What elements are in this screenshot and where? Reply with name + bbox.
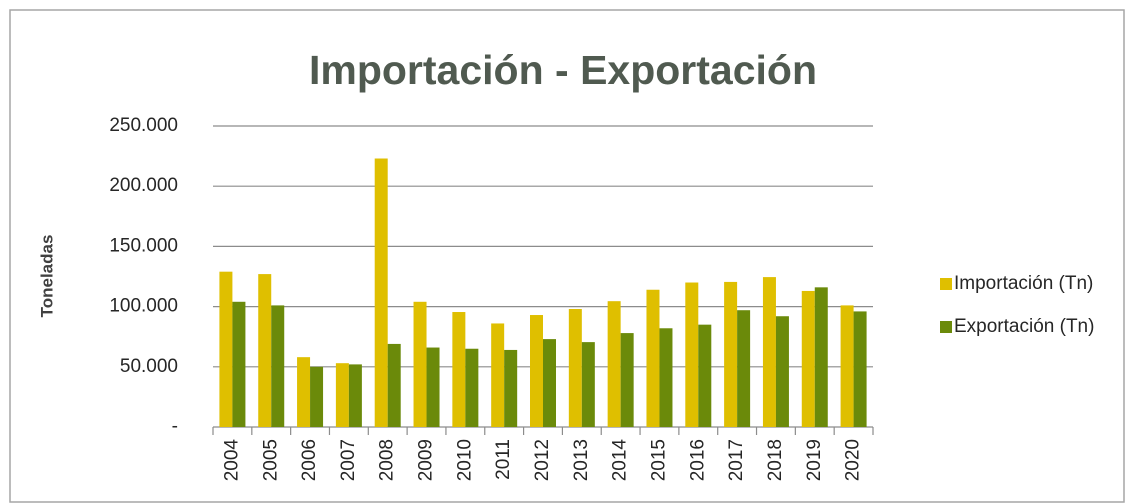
x-tick-label: 2008: [377, 439, 398, 481]
bar: [374, 158, 388, 427]
bar: [387, 343, 401, 427]
x-tick-label: 2019: [804, 439, 825, 481]
bar: [737, 310, 751, 427]
x-tick-label: 2010: [454, 439, 475, 481]
bar: [310, 366, 324, 427]
chart-border: [9, 9, 1125, 503]
y-axis-title: Toneladas: [37, 235, 56, 318]
bar: [258, 274, 272, 427]
x-tick-label: 2011: [493, 439, 514, 480]
bar: [452, 312, 466, 427]
x-tick-label: 2012: [532, 439, 553, 481]
x-tick-label: 2006: [299, 439, 320, 481]
chart-title: Importación - Exportación: [309, 47, 817, 93]
bar: [348, 364, 362, 427]
x-tick-label: 2009: [416, 439, 437, 481]
legend-swatch: [940, 321, 952, 333]
x-tick-label: 2018: [765, 439, 786, 481]
y-tick-label: 200.000: [109, 175, 178, 196]
bar: [232, 301, 246, 427]
y-tick-label: -: [172, 416, 178, 437]
bar: [814, 287, 828, 427]
legend-label: Exportación (Tn): [954, 316, 1094, 337]
x-tick-label: 2020: [843, 439, 864, 481]
x-tick-label: 2016: [687, 439, 708, 481]
legend-swatch: [940, 278, 952, 290]
bar: [543, 339, 556, 427]
bar: [568, 309, 582, 427]
bar: [491, 323, 505, 427]
y-tick-label: 100.000: [109, 296, 178, 317]
bar: [620, 333, 634, 427]
y-tick-label: 50.000: [120, 356, 178, 377]
x-tick-label: 2017: [726, 439, 747, 481]
bar: [840, 305, 854, 427]
bar: [426, 347, 440, 427]
x-tick-label: 2007: [338, 439, 359, 481]
bar: [775, 316, 789, 427]
bar: [413, 301, 427, 427]
bar: [646, 289, 660, 427]
bar: [581, 342, 595, 427]
bar: [530, 315, 543, 427]
x-tick-label: 2013: [571, 439, 592, 481]
bar: [698, 324, 712, 427]
bar: [724, 281, 738, 427]
bar: [465, 348, 479, 427]
bar: [801, 290, 815, 427]
bar: [219, 271, 233, 427]
y-tick-label: 150.000: [109, 235, 178, 256]
x-tick-label: 2005: [260, 439, 281, 481]
bar: [853, 311, 867, 427]
bar: [762, 277, 776, 427]
x-tick-label: 2004: [221, 439, 242, 482]
x-tick-label: 2015: [648, 439, 669, 481]
bar: [335, 363, 349, 427]
bar: [685, 282, 699, 427]
bar: [271, 305, 285, 427]
legend-label: Importación (Tn): [954, 273, 1093, 294]
y-tick-label: 250.000: [109, 115, 178, 136]
bar: [659, 328, 673, 427]
bar: [607, 301, 621, 427]
bar: [504, 349, 518, 427]
bar: [297, 357, 311, 427]
x-tick-label: 2014: [610, 439, 631, 482]
